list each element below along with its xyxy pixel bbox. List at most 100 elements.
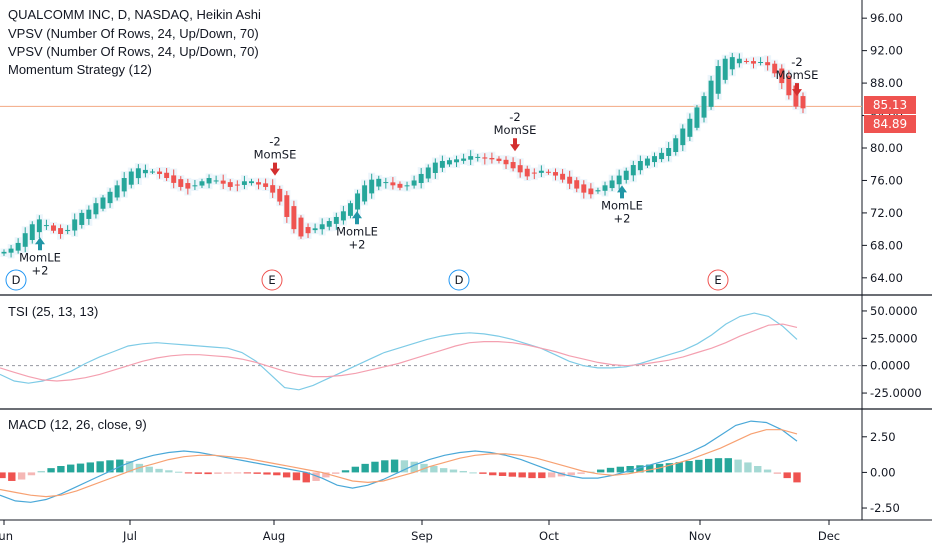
candle-body: [312, 228, 318, 231]
macd-histogram-bar: [793, 472, 801, 483]
macd-histogram-bar: [57, 466, 65, 473]
macd-histogram-bar: [528, 472, 536, 479]
macd-histogram-bar: [273, 472, 281, 476]
candle-body: [461, 158, 467, 161]
macd-histogram-bar: [67, 464, 75, 473]
macd-histogram-bar: [233, 472, 242, 474]
order-label: MomSE: [494, 123, 537, 137]
macd-histogram-bar: [174, 471, 183, 473]
macd-histogram-bar: [430, 466, 438, 473]
legend-vpsv-2[interactable]: VPSV (Number Of Rows, 24, Up/Down, 70): [8, 44, 259, 59]
macd-histogram-bar: [538, 472, 546, 479]
candle-body: [743, 60, 749, 62]
price-axis-label: 64.00: [870, 271, 903, 285]
macd-histogram-bar: [763, 469, 772, 473]
macd-histogram-bar: [27, 472, 36, 476]
legend-momentum-strategy[interactable]: Momentum Strategy (12): [8, 62, 152, 77]
candle-body: [454, 159, 460, 163]
legend-macd[interactable]: MACD (12, 26, close, 9): [8, 417, 147, 432]
macd-histogram-bar: [636, 465, 644, 473]
candle-body: [439, 160, 445, 168]
macd-histogram-bar: [783, 472, 791, 479]
macd-histogram-bar: [204, 472, 212, 475]
macd-histogram-bar: [518, 472, 526, 478]
macd-histogram-bar: [547, 472, 556, 478]
macd-axis-label: -2.50: [870, 501, 900, 515]
candle-body: [446, 160, 452, 165]
last-close-tag: 85.13: [864, 96, 916, 114]
candle-body: [135, 168, 141, 179]
macd-histogram-bar: [312, 472, 320, 481]
macd-signal-line: [0, 429, 798, 498]
candle-body: [234, 184, 240, 186]
macd-histogram-bar: [449, 469, 458, 473]
candle-body: [150, 171, 155, 173]
macd-histogram-bar: [439, 468, 448, 473]
order-qty: +2: [32, 263, 49, 277]
candle-body: [298, 217, 304, 237]
candle-body: [404, 185, 410, 187]
macd-histogram-bar: [47, 468, 55, 473]
time-axis-label: Jun: [0, 529, 13, 543]
order-label: MomSE: [776, 68, 819, 82]
candle-body: [142, 169, 148, 174]
candle-body: [722, 58, 728, 80]
order-label: MomLE: [601, 198, 643, 212]
candle-body: [100, 197, 106, 209]
candle-body: [376, 178, 382, 187]
candle-body: [107, 191, 113, 204]
macd-histogram-bar: [253, 472, 261, 474]
macd-histogram-bar: [675, 462, 683, 473]
candle-body: [22, 233, 28, 247]
candle-body: [305, 227, 311, 234]
time-axis-label: Aug: [263, 529, 285, 543]
candle-body: [496, 158, 502, 161]
macd-histogram-bar: [145, 466, 153, 473]
candle-body: [277, 188, 283, 202]
candle-body: [86, 209, 92, 219]
macd-histogram-bar: [341, 470, 350, 473]
macd-histogram-bar: [292, 472, 301, 481]
macd-histogram-bar: [194, 472, 202, 474]
candle-body: [545, 171, 551, 173]
candle-body: [758, 61, 764, 63]
order-long-arrow: [35, 237, 45, 251]
candle-body: [510, 162, 516, 169]
event-marker-label: E: [268, 273, 275, 287]
candle-body: [538, 170, 544, 173]
macd-histogram-bar: [626, 466, 634, 473]
candle-body: [517, 165, 523, 173]
candle-body: [249, 181, 254, 184]
legend-tsi[interactable]: TSI (25, 13, 13): [8, 304, 99, 319]
macd-axis-label: 0.00: [870, 465, 896, 479]
last-price-tag: 84.89: [864, 115, 916, 133]
candle-body: [729, 57, 735, 70]
candle-body: [468, 156, 474, 160]
macd-histogram-bar: [773, 472, 782, 474]
legend-vpsv-1[interactable]: VPSV (Number Of Rows, 24, Up/Down, 70): [8, 26, 259, 41]
candle-body: [121, 178, 127, 192]
time-axis-label: Jul: [122, 529, 137, 543]
candle-body: [256, 182, 262, 185]
candle-body: [623, 170, 629, 180]
macd-histogram-bar: [371, 461, 379, 473]
candle-body: [333, 216, 339, 224]
event-marker-label: D: [12, 273, 21, 287]
tsi-axis-label: 25.0000: [870, 331, 918, 345]
event-marker-label: E: [714, 273, 721, 287]
macd-histogram-bar: [214, 472, 222, 474]
macd-histogram-bar: [567, 472, 575, 476]
candle-body: [581, 184, 587, 193]
macd-histogram-bar: [754, 466, 762, 473]
candle-body: [58, 228, 64, 235]
macd-histogram-bar: [744, 462, 752, 473]
order-qty: +2: [614, 211, 631, 225]
candle-body: [36, 219, 42, 233]
candle-body: [772, 63, 778, 74]
order-qty: -2: [269, 135, 280, 149]
candle-body: [553, 172, 558, 176]
macd-histogram-bar: [597, 469, 605, 473]
macd-histogram-bar: [410, 461, 418, 473]
candle-body: [432, 162, 438, 173]
